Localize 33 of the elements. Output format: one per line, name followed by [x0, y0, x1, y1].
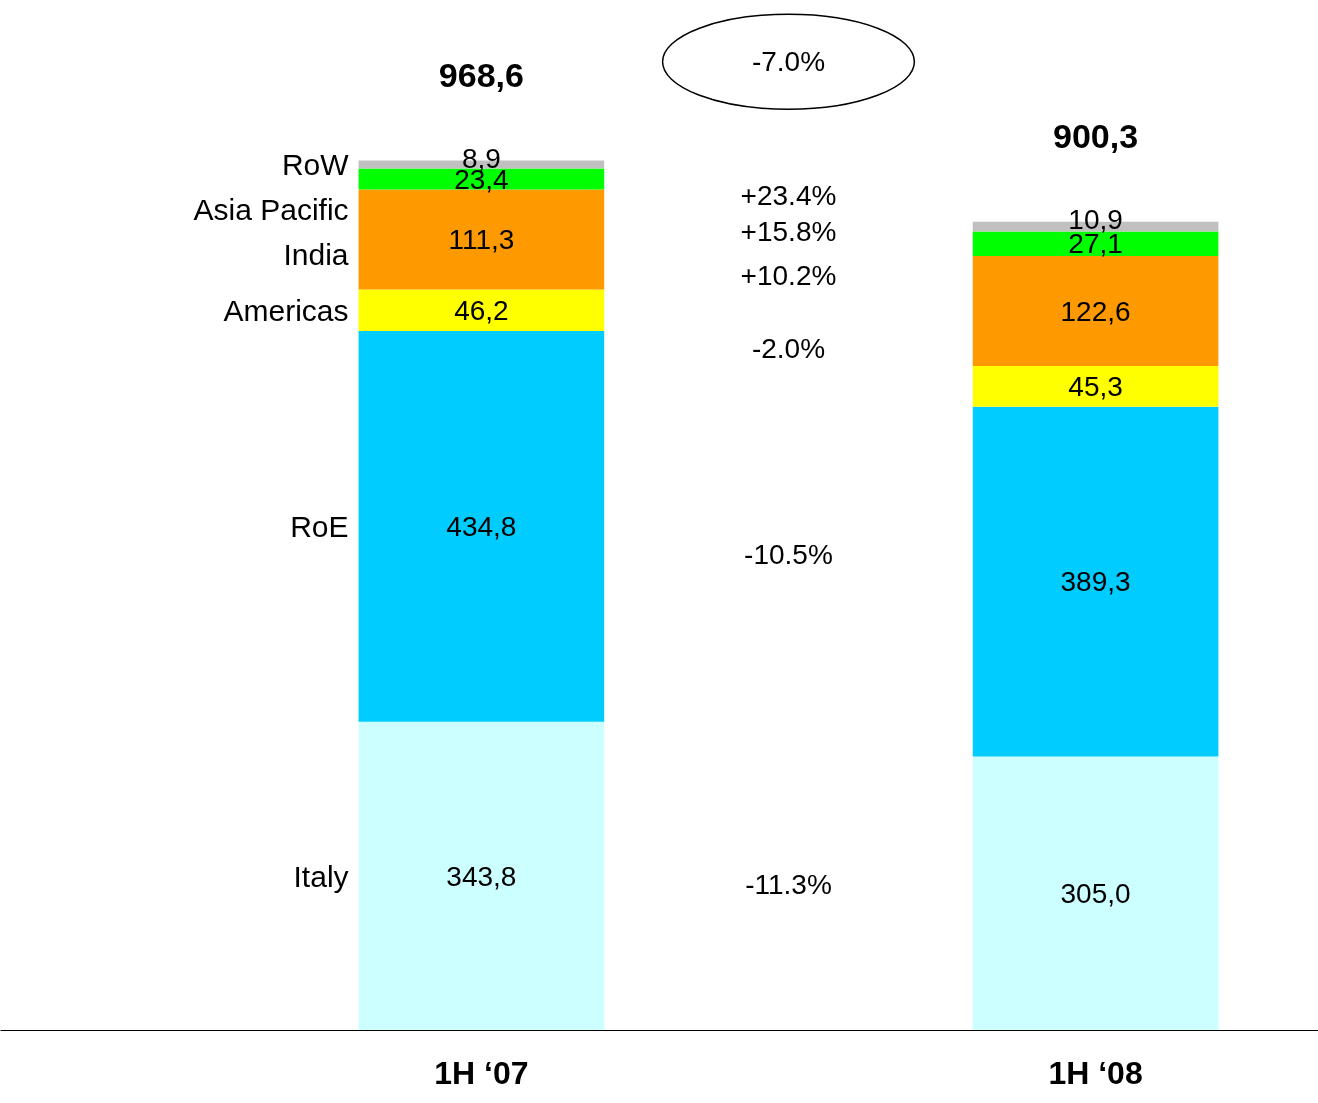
- x-tick-label: 1H ‘08: [1048, 1054, 1143, 1091]
- data-label: 434,8: [446, 510, 517, 542]
- annotation: -11.3%: [745, 869, 832, 901]
- series-label: India: [283, 238, 349, 272]
- annotation: +15.8%: [740, 216, 837, 248]
- bar: [972, 406, 1219, 757]
- series-label: RoE: [290, 509, 349, 543]
- total-label: 900,3: [1053, 116, 1139, 155]
- series-label: Italy: [293, 859, 349, 893]
- annotation: +10.2%: [740, 259, 837, 291]
- bar: [358, 289, 605, 332]
- bar: [972, 231, 1219, 256]
- bar: [972, 366, 1219, 407]
- text: -7.0%: [751, 46, 826, 78]
- data-label: 111,3: [448, 224, 515, 256]
- data-label: 343,8: [446, 860, 517, 892]
- data-label: 122,6: [1060, 295, 1131, 327]
- annotation: +23.4%: [740, 180, 837, 212]
- data-label: 305,0: [1060, 878, 1131, 910]
- bar: [972, 255, 1219, 367]
- x-tick-label: 1H ‘07: [434, 1054, 529, 1091]
- series-label: Americas: [223, 293, 349, 327]
- annotation: -10.5%: [744, 538, 833, 570]
- series-label: Asia Pacific: [193, 193, 349, 227]
- annotation: -2.0%: [751, 332, 826, 364]
- bar: [358, 721, 605, 1031]
- series-label: RoW: [281, 148, 350, 182]
- data-label: 389,3: [1060, 566, 1131, 598]
- total-label: 968,6: [438, 55, 524, 94]
- bar: [358, 331, 605, 722]
- data-label: 46,2: [454, 294, 509, 326]
- bar: [972, 756, 1219, 1031]
- data-label: 45,3: [1068, 370, 1123, 402]
